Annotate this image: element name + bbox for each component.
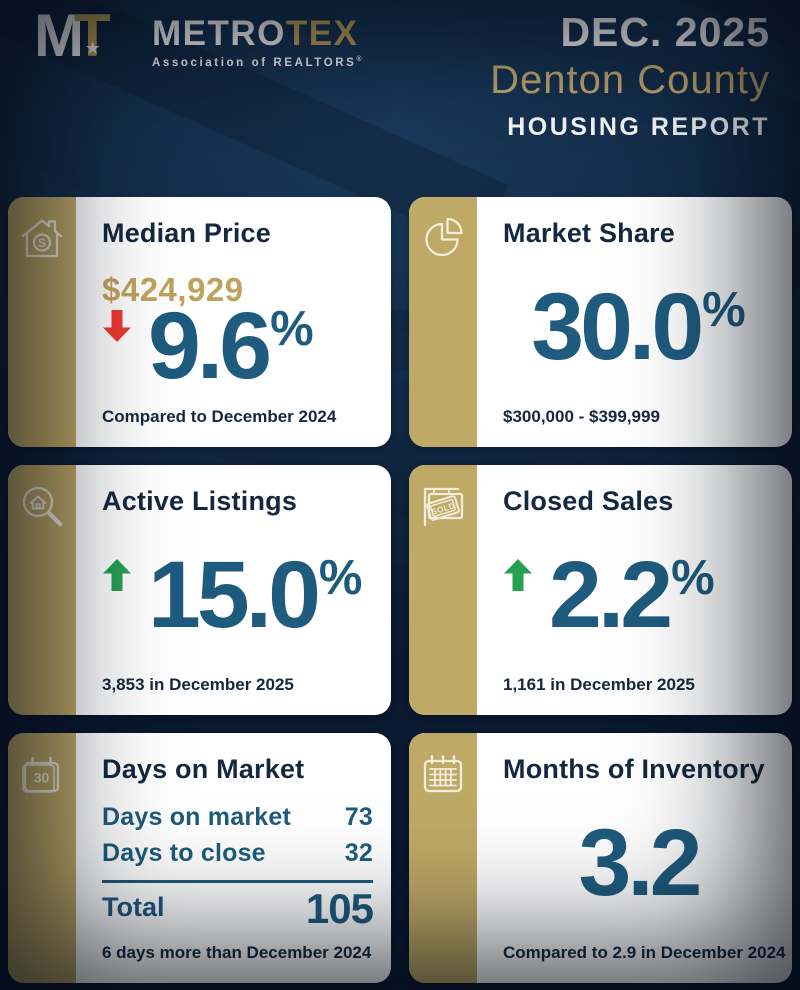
market-share-card: Market Share 30.0 % $300,000 - $399,999 <box>409 197 792 447</box>
days-on-market-title: Days on Market <box>102 754 305 784</box>
active-listings-note: 3,853 in December 2025 <box>102 674 294 694</box>
market-share-title: Market Share <box>503 218 675 248</box>
closed-sales-change-row: 2.2 % <box>503 541 715 648</box>
active-listings-body: Active Listings 15.0 % 3,853 in December… <box>76 465 391 715</box>
closed-sales-body: Closed Sales 2.2 % 1,161 in December 202… <box>477 465 792 715</box>
report-county: Denton County <box>490 58 770 103</box>
market-share-value-row: 30.0 % <box>531 273 746 380</box>
report-header: MT ★ METROTEX Association of REALTORS® D… <box>0 0 800 195</box>
report-date: DEC. 2025 <box>560 9 770 55</box>
median-price-content: $424,929 9.6 % <box>102 249 373 407</box>
days-on-market-card: 30 Days on Market Days on market 73 Days… <box>8 733 391 983</box>
table-divider <box>102 880 373 884</box>
percent-sign: % <box>702 282 746 337</box>
stat-cards-grid: S Median Price $424,929 9.6 % Compared t… <box>8 197 792 983</box>
median-price-pct-change: 9.6 <box>148 293 272 400</box>
market-share-icon-stripe <box>409 197 477 447</box>
brand-tex: TEX <box>285 14 359 53</box>
logo-letter-t: T <box>73 2 111 69</box>
table-row: Days to close 32 <box>102 835 373 871</box>
days-on-market-table: Days on market 73 Days to close 32 Total… <box>102 799 374 933</box>
median-price-title: Median Price <box>102 218 271 248</box>
up-arrow-icon <box>102 558 132 596</box>
logo-letter-m: M <box>34 2 84 69</box>
sold-sign-icon: SOLD <box>423 487 464 527</box>
row-value: 32 <box>344 838 373 867</box>
median-price-icon-stripe: S <box>8 197 76 447</box>
median-price-note: Compared to December 2024 <box>102 406 337 426</box>
median-price-body: Median Price $424,929 9.6 % Compared to … <box>76 197 391 447</box>
months-of-inventory-card: Months of Inventory 3.2 Compared to 2.9 … <box>409 733 792 983</box>
magnifier-house-icon <box>22 486 63 527</box>
closed-sales-title: Closed Sales <box>503 486 674 516</box>
brand-name: METROTEX <box>152 16 362 51</box>
star-icon: ★ <box>86 40 100 57</box>
report-title: HOUSING REPORT <box>507 113 770 142</box>
brand-tagline: Association of REALTORS® <box>152 56 362 69</box>
calendar-30-icon: 30 <box>22 756 60 793</box>
up-arrow-icon <box>503 558 533 596</box>
market-share-body: Market Share 30.0 % $300,000 - $399,999 <box>477 197 792 447</box>
months-of-inventory-icon-stripe <box>409 733 477 983</box>
table-total-row: Total 105 <box>102 885 374 933</box>
metrotex-logo-mark: MT ★ <box>34 6 146 66</box>
closed-sales-card: SOLD Closed Sales 2.2 % 1,161 in Decembe… <box>409 465 792 715</box>
report-title-block: DEC. 2025 Denton County HOUSING REPORT <box>490 9 770 142</box>
house-dollar-icon: S <box>21 219 63 258</box>
row-label: Days on market <box>102 802 291 831</box>
total-value: 105 <box>305 885 374 933</box>
closed-sales-icon-stripe: SOLD <box>409 465 477 715</box>
days-on-market-body: Days on Market Days on market 73 Days to… <box>76 733 391 983</box>
calendar-grid-icon <box>423 755 463 793</box>
percent-sign: % <box>671 550 715 605</box>
active-listings-pct-change: 15.0 <box>148 541 321 648</box>
months-of-inventory-value: 3.2 <box>578 809 702 916</box>
metrotex-logo-text: METROTEX Association of REALTORS® <box>152 8 362 69</box>
months-of-inventory-note: Compared to 2.9 in December 2024 <box>503 942 786 962</box>
months-of-inventory-content: 3.2 <box>503 785 774 943</box>
table-row: Days on market 73 <box>102 799 373 835</box>
median-price-value: $424,929 <box>102 271 244 309</box>
svg-text:S: S <box>38 236 46 250</box>
months-of-inventory-title: Months of Inventory <box>503 754 765 784</box>
registered-mark: ® <box>356 56 362 63</box>
days-on-market-icon-stripe: 30 <box>8 733 76 983</box>
closed-sales-pct-change: 2.2 <box>549 541 673 648</box>
active-listings-change-row: 15.0 % <box>102 541 363 648</box>
closed-sales-content: 2.2 % <box>503 517 774 675</box>
market-share-content: 30.0 % <box>503 249 774 407</box>
months-of-inventory-body: Months of Inventory 3.2 Compared to 2.9 … <box>477 733 792 983</box>
down-arrow-icon <box>102 310 132 347</box>
row-value: 73 <box>344 802 373 831</box>
tagline-text: Association of REALTORS <box>152 56 357 69</box>
active-listings-icon-stripe <box>8 465 76 715</box>
active-listings-card: Active Listings 15.0 % 3,853 in December… <box>8 465 391 715</box>
median-price-change-row: 9.6 % <box>102 293 373 400</box>
days-on-market-note: 6 days more than December 2024 <box>102 942 372 962</box>
active-listings-content: 15.0 % <box>102 517 373 675</box>
percent-sign: % <box>318 550 363 605</box>
months-of-inventory-value-row: 3.2 <box>578 809 702 916</box>
median-price-card: S Median Price $424,929 9.6 % Compared t… <box>8 197 391 447</box>
svg-text:30: 30 <box>34 770 50 786</box>
active-listings-title: Active Listings <box>102 486 298 516</box>
metrotex-logo: MT ★ METROTEX Association of REALTORS® <box>34 6 362 69</box>
percent-sign: % <box>270 302 314 357</box>
brand-metro: METRO <box>152 14 286 53</box>
market-share-value: 30.0 <box>531 273 704 380</box>
market-share-note: $300,000 - $399,999 <box>503 406 660 426</box>
closed-sales-note: 1,161 in December 2025 <box>503 674 695 694</box>
total-label: Total <box>102 892 165 923</box>
pie-chart-icon <box>425 217 463 257</box>
row-label: Days to close <box>102 838 266 867</box>
